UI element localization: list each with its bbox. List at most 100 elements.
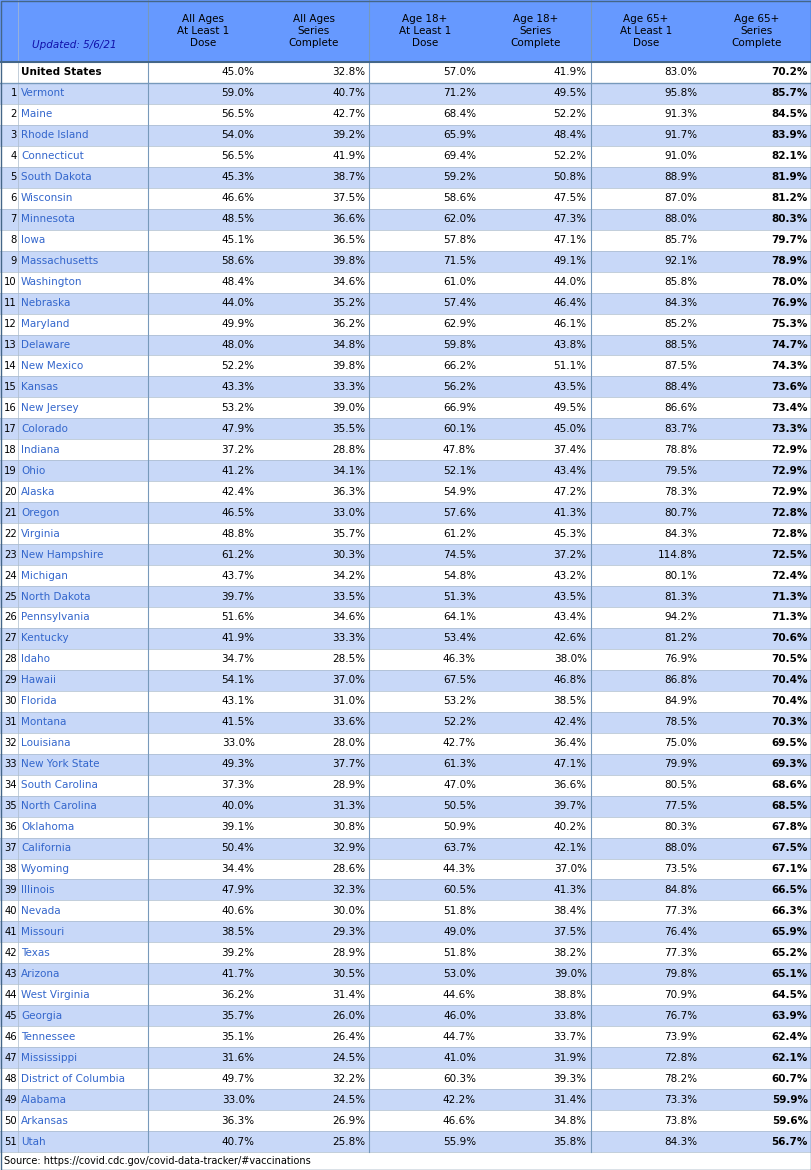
Text: 79.5%: 79.5%: [663, 466, 697, 476]
Text: 61.2%: 61.2%: [221, 550, 255, 559]
Text: 69.5%: 69.5%: [771, 738, 807, 749]
Text: Ohio: Ohio: [21, 466, 45, 476]
Text: 36.3%: 36.3%: [221, 1115, 255, 1126]
Text: 31.0%: 31.0%: [332, 696, 365, 707]
Text: 18: 18: [4, 445, 17, 455]
Text: Wisconsin: Wisconsin: [21, 193, 73, 204]
Text: 70.4%: 70.4%: [770, 675, 807, 686]
Text: 52.1%: 52.1%: [442, 466, 475, 476]
Text: 53.2%: 53.2%: [221, 402, 255, 413]
Text: 35.5%: 35.5%: [332, 424, 365, 434]
Text: 36.2%: 36.2%: [332, 319, 365, 329]
Text: 35: 35: [4, 801, 17, 811]
Text: 42.7%: 42.7%: [442, 738, 475, 749]
Text: Tennessee: Tennessee: [21, 1032, 75, 1041]
Text: 71.3%: 71.3%: [770, 612, 807, 622]
Text: 88.5%: 88.5%: [663, 340, 697, 350]
Text: 80.3%: 80.3%: [770, 214, 807, 225]
Text: 37.5%: 37.5%: [553, 927, 586, 937]
Text: 23: 23: [4, 550, 17, 559]
Bar: [0, 859, 811, 880]
Text: Age 65+
At Least 1
Dose: Age 65+ At Least 1 Dose: [619, 14, 672, 48]
Text: Arizona: Arizona: [21, 969, 60, 979]
Text: 43: 43: [5, 969, 17, 979]
Bar: [0, 922, 811, 942]
Text: 25: 25: [4, 592, 17, 601]
Bar: [0, 419, 811, 439]
Text: Indiana: Indiana: [21, 445, 59, 455]
Text: Pennsylvania: Pennsylvania: [21, 612, 89, 622]
Text: 70.2%: 70.2%: [770, 68, 807, 77]
Text: 81.3%: 81.3%: [663, 592, 697, 601]
Text: 40.7%: 40.7%: [221, 1136, 255, 1147]
Text: 49.3%: 49.3%: [221, 759, 255, 769]
Bar: [0, 544, 811, 565]
Text: Kansas: Kansas: [21, 381, 58, 392]
Text: 24: 24: [4, 571, 17, 580]
Text: 48.4%: 48.4%: [221, 277, 255, 287]
Text: 55.9%: 55.9%: [442, 1136, 475, 1147]
Text: 31.3%: 31.3%: [332, 801, 365, 811]
Text: 24.5%: 24.5%: [332, 1053, 365, 1062]
Text: 61.0%: 61.0%: [443, 277, 475, 287]
Text: 37.5%: 37.5%: [332, 193, 365, 204]
Text: Georgia: Georgia: [21, 1011, 62, 1020]
Text: 37.2%: 37.2%: [553, 550, 586, 559]
Text: 83.9%: 83.9%: [771, 130, 807, 140]
Text: 60.1%: 60.1%: [443, 424, 475, 434]
Text: 38.4%: 38.4%: [553, 906, 586, 916]
Text: 26.4%: 26.4%: [332, 1032, 365, 1041]
Text: North Carolina: North Carolina: [21, 801, 97, 811]
Text: 10: 10: [4, 277, 17, 287]
Bar: [0, 1047, 811, 1068]
Text: 71.2%: 71.2%: [442, 89, 475, 98]
Text: All Ages
At Least 1
Dose: All Ages At Least 1 Dose: [177, 14, 230, 48]
Text: 72.5%: 72.5%: [770, 550, 807, 559]
Text: 65.1%: 65.1%: [770, 969, 807, 979]
Text: 59.9%: 59.9%: [771, 1095, 807, 1104]
Bar: [0, 690, 811, 711]
Text: 3: 3: [11, 130, 17, 140]
Text: 45.3%: 45.3%: [221, 172, 255, 183]
Text: 86.6%: 86.6%: [663, 402, 697, 413]
Text: 34: 34: [5, 780, 17, 790]
Text: 73.8%: 73.8%: [663, 1115, 697, 1126]
Text: Arkansas: Arkansas: [21, 1115, 69, 1126]
Text: 79.8%: 79.8%: [663, 969, 697, 979]
Text: 17: 17: [4, 424, 17, 434]
Text: West Virginia: West Virginia: [21, 990, 89, 1000]
Text: 39.7%: 39.7%: [553, 801, 586, 811]
Text: 46.0%: 46.0%: [443, 1011, 475, 1020]
Text: 32.8%: 32.8%: [332, 68, 365, 77]
Text: 73.4%: 73.4%: [770, 402, 807, 413]
Text: 29: 29: [4, 675, 17, 686]
Text: 67.5%: 67.5%: [442, 675, 475, 686]
Text: 54.8%: 54.8%: [442, 571, 475, 580]
Text: 47.1%: 47.1%: [553, 759, 586, 769]
Text: 49: 49: [4, 1095, 17, 1104]
Text: 19: 19: [4, 466, 17, 476]
Text: 56.7%: 56.7%: [770, 1136, 807, 1147]
Text: 43.5%: 43.5%: [553, 381, 586, 392]
Text: 30.3%: 30.3%: [332, 550, 365, 559]
Bar: [0, 732, 811, 753]
Text: 52.2%: 52.2%: [553, 151, 586, 161]
Text: 40.0%: 40.0%: [221, 801, 255, 811]
Text: 44.3%: 44.3%: [442, 863, 475, 874]
Text: 78.8%: 78.8%: [663, 445, 697, 455]
Text: 41.0%: 41.0%: [443, 1053, 475, 1062]
Text: 39.8%: 39.8%: [332, 360, 365, 371]
Text: 41.3%: 41.3%: [553, 508, 586, 517]
Text: 74.5%: 74.5%: [442, 550, 475, 559]
Text: 41.7%: 41.7%: [221, 969, 255, 979]
Text: 51.1%: 51.1%: [553, 360, 586, 371]
Text: 49.7%: 49.7%: [221, 1074, 255, 1083]
Text: 38.8%: 38.8%: [553, 990, 586, 1000]
Text: 37.0%: 37.0%: [332, 675, 365, 686]
Text: 69.4%: 69.4%: [442, 151, 475, 161]
Text: Wyoming: Wyoming: [21, 863, 70, 874]
Bar: [0, 607, 811, 628]
Text: 36.3%: 36.3%: [332, 487, 365, 497]
Text: 28: 28: [4, 654, 17, 665]
Text: 54.9%: 54.9%: [442, 487, 475, 497]
